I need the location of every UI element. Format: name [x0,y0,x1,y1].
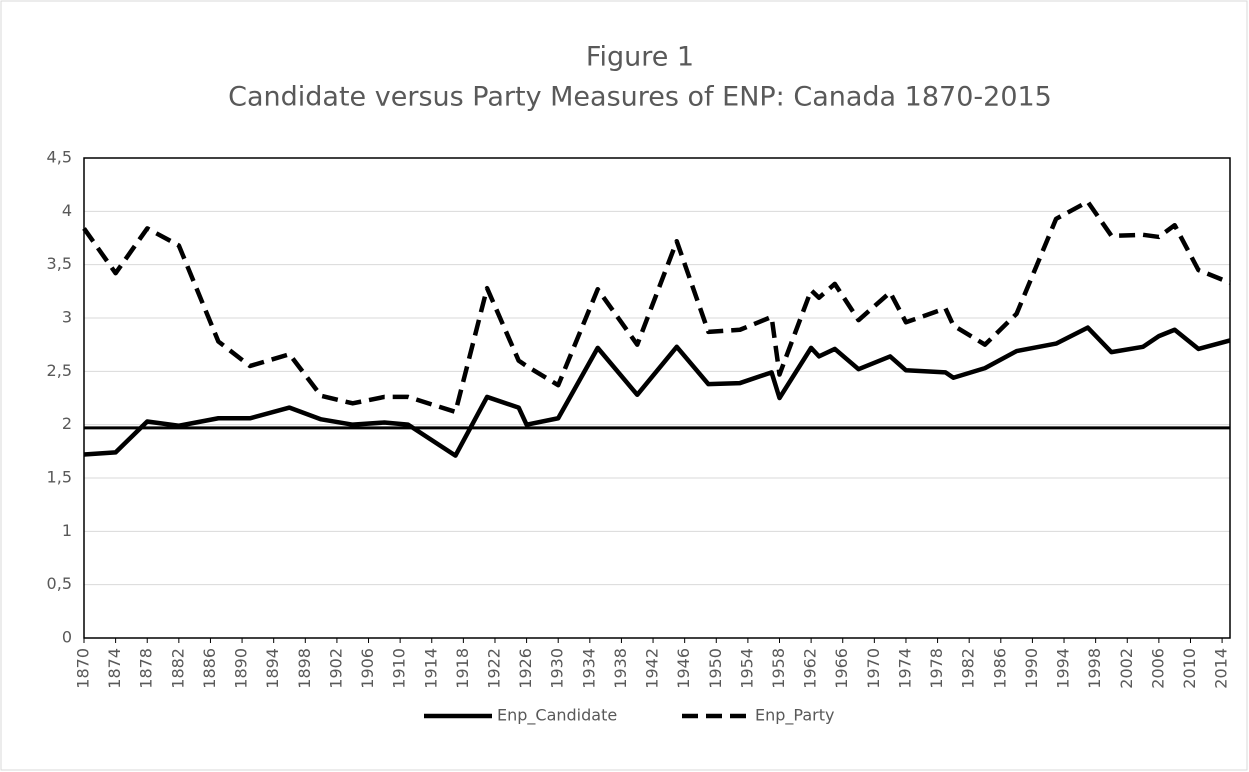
y-tick-label: 0 [62,628,72,647]
x-tick-label: 1926 [516,648,535,689]
y-tick-label: 2 [62,414,72,433]
x-tick-label: 1982 [959,648,978,689]
x-tick-label: 1918 [453,648,472,689]
chart-title: Figure 1 [586,42,694,73]
x-tick-label: 1974 [895,648,914,689]
y-tick-label: 3,5 [47,254,72,273]
series-line [82,199,1231,415]
x-tick-label: 2002 [1117,648,1136,689]
y-tick-label: 4 [62,201,72,220]
x-tick-label: 1998 [1085,648,1104,689]
x-tick-label: 1886 [200,648,219,689]
x-tick-label: 1970 [864,648,883,689]
x-tick-label: 1986 [990,648,1009,689]
x-tick-label: 1934 [579,648,598,689]
x-tick-label: 1874 [105,648,124,689]
y-tick-label: 1 [62,521,72,540]
legend-label: Enp_Party [755,706,834,726]
x-tick-label: 1978 [927,648,946,689]
x-tick-label: 1906 [358,648,377,689]
legend-label: Enp_Candidate [497,706,617,726]
x-tick-label: 1870 [74,648,93,689]
x-tick-label: 1882 [168,648,187,689]
plot-area [83,157,1231,639]
x-tick-label: 1914 [421,648,440,689]
x-tick-label: 1878 [137,648,156,689]
y-tick-label: 3 [62,308,72,327]
y-tick-label: 0,5 [47,574,72,593]
x-tick-label: 1994 [1054,648,1073,689]
x-tick-label: 1894 [263,648,282,689]
x-tick-label: 1930 [548,648,567,689]
x-tick-label: 1954 [737,648,756,689]
x-tick-label: 1938 [611,648,630,689]
x-tick-label: 1958 [769,648,788,689]
x-tick-label: 1942 [643,648,662,689]
x-tick-label: 1898 [295,648,314,689]
y-tick-label: 1,5 [47,468,72,487]
x-tick-label: 2010 [1180,648,1199,689]
chart-subtitle: Candidate versus Party Measures of ENP: … [228,82,1052,113]
series-line [83,325,1231,458]
x-tick-label: 1910 [390,648,409,689]
x-tick-label: 1890 [232,648,251,689]
x-tick-label: 1902 [326,648,345,689]
y-tick-label: 4,5 [47,148,72,167]
x-tick-label: 2006 [1148,648,1167,689]
x-tick-label: 1950 [706,648,725,689]
x-tick-label: 1946 [674,648,693,689]
y-tick-label: 2,5 [47,361,72,380]
x-tick-label: 2014 [1212,648,1231,689]
x-tick-label: 1922 [484,648,503,689]
x-tick-label: 1966 [832,648,851,689]
x-tick-label: 1990 [1022,648,1041,689]
x-tick-label: 1962 [801,648,820,689]
